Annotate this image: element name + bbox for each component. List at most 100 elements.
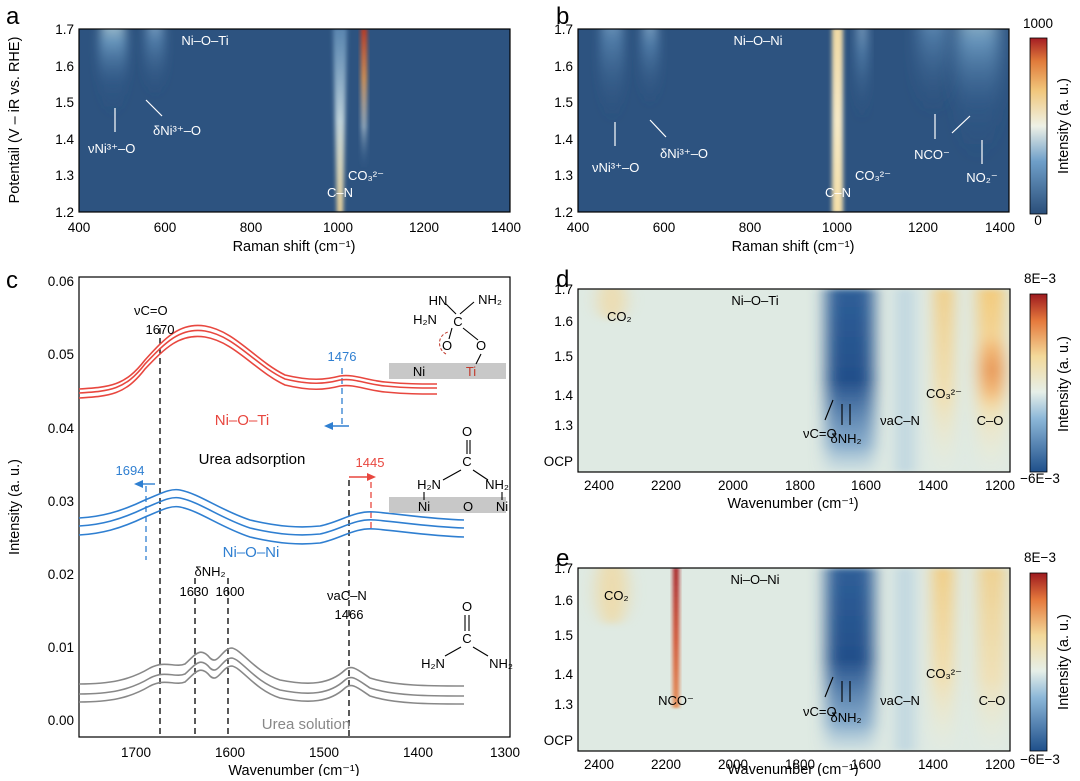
- raman-band-no2-b: [956, 29, 1000, 165]
- panel-b-xtick: 600: [653, 220, 676, 235]
- struct-o: O: [463, 499, 473, 514]
- panel-e-colorbar: 8E−3 −6E−3 Intensity (a. u.): [1020, 550, 1072, 767]
- raman-band-co3-b: [856, 29, 868, 125]
- urea-ni-structure-icon: O C H₂N NH₂ Ni O Ni: [417, 424, 509, 514]
- panel-d-xtick: 2400: [584, 478, 614, 493]
- panel-d-label-co2: CO₂: [607, 309, 632, 324]
- spectrum-ni-o-ni-1: [78, 488, 465, 528]
- panel-d-title: Ni–O–Ti: [731, 293, 778, 308]
- panel-b-ytick: 1.3: [554, 168, 573, 183]
- panel-b-label-nu-ni: νNi³⁺–O: [592, 160, 639, 175]
- panel-c-ytick: 0.05: [48, 347, 74, 362]
- panel-b-xtick: 800: [739, 220, 762, 235]
- panel-c-ytick: 0.02: [48, 567, 74, 582]
- label-vacn: νaC–N: [327, 588, 367, 603]
- panel-b-title: Ni–O–Ni: [733, 33, 782, 48]
- raman-band-cn-b: [832, 29, 843, 212]
- colorbar-max: 8E−3: [1024, 550, 1056, 565]
- panel-a-heatmap: [79, 29, 510, 212]
- ir-band-co-e: [978, 568, 1006, 751]
- spectrum-ni-o-ti-3: [78, 335, 438, 399]
- panel-c-ytick: 0.01: [48, 640, 74, 655]
- panel-c-x-ticks: 1700 1600 1500 1400 1300: [121, 745, 520, 760]
- panel-e-ytick: 1.4: [554, 667, 573, 682]
- struct-hn: HN: [429, 293, 448, 308]
- panel-e-x-axis-label: Wavenumber (cm⁻¹): [727, 762, 858, 776]
- panel-d: d Ni–O–Ti CO₂ νC=O δNH₂ νaC–N CO₃²⁻ C–O …: [544, 266, 1072, 512]
- panel-a-title: Ni–O–Ti: [181, 33, 228, 48]
- struct-o: O: [462, 599, 472, 614]
- panel-e-title: Ni–O–Ni: [730, 572, 779, 587]
- panel-a-xtick: 400: [68, 220, 91, 235]
- panel-a-x-axis-label: Raman shift (cm⁻¹): [233, 239, 356, 255]
- panel-d-y-ticks: OCP 1.3 1.4 1.5 1.6 1.7: [544, 282, 574, 469]
- panel-c-letter: c: [6, 267, 18, 294]
- struct-o: O: [462, 424, 472, 439]
- panel-d-ytick: 1.6: [554, 314, 573, 329]
- colorbar-min: −6E−3: [1020, 471, 1060, 486]
- series-urea-solution: [78, 647, 465, 705]
- panel-e-ytick: 1.7: [554, 561, 573, 576]
- panel-b: b Ni–O–Ni: [554, 3, 1072, 255]
- label-vco: νC=O: [134, 303, 168, 318]
- panel-d-xtick: 2200: [651, 478, 681, 493]
- panel-c-xtick: 1500: [309, 745, 339, 760]
- panel-a-xtick: 1200: [409, 220, 439, 235]
- panel-d-heatmap: [578, 289, 1010, 472]
- raman-band-nu-ni-b: [600, 29, 624, 125]
- ir-band-co3-e: [933, 568, 953, 751]
- label-dnh2: δNH₂: [194, 564, 225, 579]
- panel-a-label-co3: CO₃²⁻: [348, 168, 384, 183]
- label-urea-solution: Urea solution: [262, 716, 350, 733]
- panel-a-ytick: 1.7: [55, 22, 74, 37]
- ir-band-co2-e: [596, 568, 628, 625]
- colorbar-max: 8E−3: [1024, 271, 1056, 286]
- panel-e-xtick: 2200: [651, 757, 681, 772]
- panel-b-xtick: 400: [567, 220, 590, 235]
- panel-e-xtick: 1400: [918, 757, 948, 772]
- ir-band-nco-e: [673, 568, 679, 708]
- spectrum-urea-3: [78, 665, 465, 705]
- panel-e-ytick: OCP: [544, 733, 573, 748]
- panel-a-letter: a: [6, 3, 20, 30]
- colorbar-label: Intensity (a. u.): [1056, 336, 1072, 432]
- panel-d-letter: d: [556, 266, 569, 293]
- raman-band-delta-ni-a: [145, 29, 165, 100]
- panel-e-ytick: 1.6: [554, 593, 573, 608]
- panel-c-xtick: 1700: [121, 745, 151, 760]
- urea-molecule-icon: O C H₂N NH₂: [421, 599, 513, 671]
- panel-c-xtick: 1600: [215, 745, 245, 760]
- panel-d-xtick: 1600: [851, 478, 881, 493]
- spectrum-ni-o-ti-2: [78, 329, 438, 394]
- panel-d-ytick: 1.4: [554, 388, 573, 403]
- panel-e-heatmap: [578, 568, 1010, 751]
- panel-b-ytick: 1.5: [554, 95, 573, 110]
- panel-a-label-nu-ni: νNi³⁺–O: [88, 141, 135, 156]
- colorbar-label: Intensity (a. u.): [1056, 78, 1072, 174]
- spectrum-ni-o-ni-2: [78, 496, 465, 536]
- panel-e-y-ticks: OCP 1.3 1.4 1.5 1.6 1.7: [544, 561, 574, 748]
- panel-e: e Ni–O–Ni CO₂ NCO⁻ νC=O δNH₂ νaC–N CO₃²⁻…: [544, 545, 1072, 778]
- panel-a-label-cn: C–N: [327, 185, 353, 200]
- panel-d-label-vacn: νaC–N: [880, 413, 920, 428]
- panel-e-letter: e: [556, 545, 569, 572]
- panel-c-ytick: 0.06: [48, 274, 74, 289]
- panel-e-xtick: 2000: [718, 757, 748, 772]
- panel-b-ytick: 1.4: [554, 132, 573, 147]
- panel-d-x-axis-label: Wavenumber (cm⁻¹): [727, 496, 858, 512]
- panel-b-ytick: 1.7: [554, 22, 573, 37]
- panel-a-label-delta-ni: δNi³⁺–O: [153, 123, 201, 138]
- panel-d-label-co3: CO₃²⁻: [926, 386, 962, 401]
- panel-d-ytick: 1.5: [554, 349, 573, 364]
- label-1670: 1670: [146, 322, 175, 337]
- ir-band-co2-d: [598, 289, 626, 320]
- spectrum-urea-1: [78, 647, 465, 687]
- panel-e-ytick: 1.5: [554, 628, 573, 643]
- panel-b-xtick: 1200: [908, 220, 938, 235]
- panel-e-label-co2: CO₂: [604, 588, 629, 603]
- panel-b-colorbar: 1000 0 Intensity (a. u.): [1023, 16, 1072, 228]
- struct-h2n: H₂N: [413, 312, 437, 327]
- panel-a-xtick: 1000: [323, 220, 353, 235]
- panel-e-label-vacn: νaC–N: [880, 693, 920, 708]
- panel-d-label-co: C–O: [977, 413, 1004, 428]
